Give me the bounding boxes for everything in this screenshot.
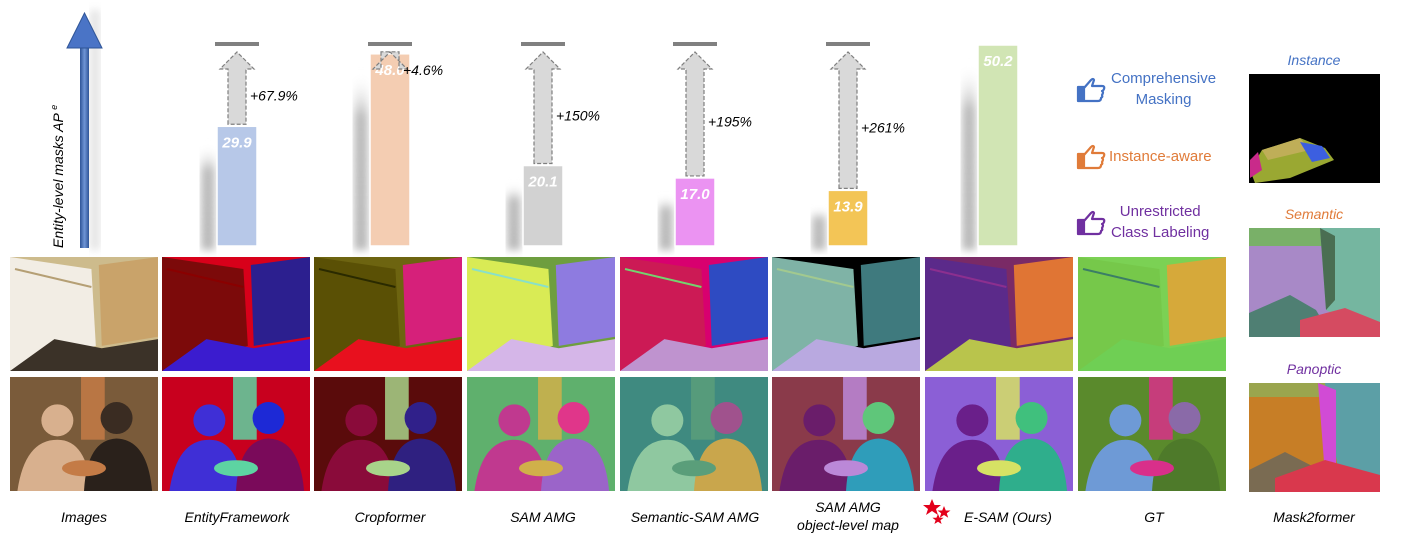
col-label-cropformer: Cropformer [354, 509, 426, 525]
bar-value-label: 48.0 [374, 62, 405, 79]
y-axis-label: Entity-level masks AP e [49, 105, 66, 248]
col-label-object-level-line1: SAM AMG [815, 499, 881, 515]
improvement-arrow [676, 51, 714, 177]
bar-shadow [507, 183, 521, 250]
seg-image-people [620, 377, 768, 491]
col-label-mask2former: Mask2former [1273, 509, 1355, 525]
thumbs-icon [1076, 144, 1106, 170]
seg-image-people [1078, 377, 1226, 491]
col-label-object-level-line2: object-level map [797, 517, 899, 533]
thumbs-icon [1076, 77, 1106, 103]
thumbs-icon [1076, 210, 1106, 236]
bar-value-label: 17.0 [680, 186, 710, 203]
improvement-arrow [218, 51, 256, 125]
y-axis-label-superscript: e [49, 105, 59, 110]
bar-2 [369, 53, 411, 247]
bars-group: 29.9 +67.9% 48.0+4.6% 20.1 +150% 17.0 +195% 13.… [201, 42, 1019, 250]
col-label-semantic-samamg: Semantic-SAM AMG [630, 509, 760, 525]
legend-instance-aware: Instance-aware [1075, 141, 1212, 171]
bar-4 [674, 177, 716, 247]
m2f-instance-label: Instance [1287, 52, 1341, 68]
seg-image-room [620, 257, 768, 371]
legend-line2: Masking [1135, 91, 1192, 108]
bar-6 [977, 44, 1019, 247]
bar-shadow [962, 63, 976, 250]
col-label-samamg: SAM AMG [510, 509, 576, 525]
seg-image-room [772, 257, 920, 371]
improvement-label: +4.6% [403, 62, 443, 78]
legend-unrestricted-class-labeling: Unrestricted Class Labeling [1075, 201, 1209, 243]
bar-value-label: 29.9 [221, 134, 252, 151]
m2f-semantic-image [1249, 228, 1380, 337]
improvement-label: +261% [861, 120, 905, 136]
bar-shadow [354, 71, 368, 250]
col-label-images: Images [61, 509, 107, 525]
legend-comprehensive-masking: Comprehensive Masking [1075, 68, 1216, 110]
bar-shadow [201, 144, 215, 250]
col-label-gt: GT [1144, 509, 1164, 525]
m2f-panoptic-image [1249, 383, 1380, 492]
bar-1 [216, 125, 258, 247]
m2f-semantic-label: Semantic [1284, 206, 1344, 222]
legend-line2: Class Labeling [1111, 224, 1210, 241]
seg-image-room [10, 257, 158, 371]
seg-image-people [467, 377, 615, 491]
seg-image-room [1078, 257, 1226, 371]
seg-image-people [162, 377, 310, 491]
bar-value-label: 13.9 [833, 198, 863, 215]
seg-image-people [10, 377, 158, 491]
mask2former-panels [1249, 74, 1380, 492]
improvement-arrow [524, 51, 562, 165]
m2f-instance-image [1249, 74, 1380, 183]
improvement-label: +195% [708, 113, 752, 129]
legend-line1: Instance-aware [1109, 147, 1212, 165]
y-axis-arrow [66, 10, 103, 250]
seg-image-people [314, 377, 462, 491]
improvement-label: +67.9% [250, 88, 298, 104]
seg-image-people [772, 377, 920, 491]
col-label-entityframework: EntityFramework [184, 509, 290, 525]
bar-value-label: 50.2 [983, 53, 1013, 70]
seg-image-room [467, 257, 615, 371]
bar-shadow [812, 208, 826, 250]
legend-line1: Unrestricted [1119, 203, 1201, 220]
improvement-arrow [371, 51, 409, 70]
bar-shadow [659, 195, 673, 250]
seg-image-room [162, 257, 310, 371]
m2f-panoptic-label: Panoptic [1286, 361, 1342, 377]
improvement-arrow [829, 51, 867, 189]
seg-image-room [314, 257, 462, 371]
bar-value-label: 20.1 [527, 174, 557, 191]
legend-line1: Comprehensive [1111, 70, 1217, 87]
improvement-label: +150% [556, 107, 600, 123]
bar-5 [827, 189, 869, 247]
seg-image-people [925, 377, 1073, 491]
bar-3 [522, 164, 564, 247]
seg-image-room [925, 257, 1073, 371]
image-grid [10, 257, 1226, 491]
col-label-esam: E-SAM (Ours) [964, 509, 1052, 525]
red-stars-icon [923, 499, 951, 524]
